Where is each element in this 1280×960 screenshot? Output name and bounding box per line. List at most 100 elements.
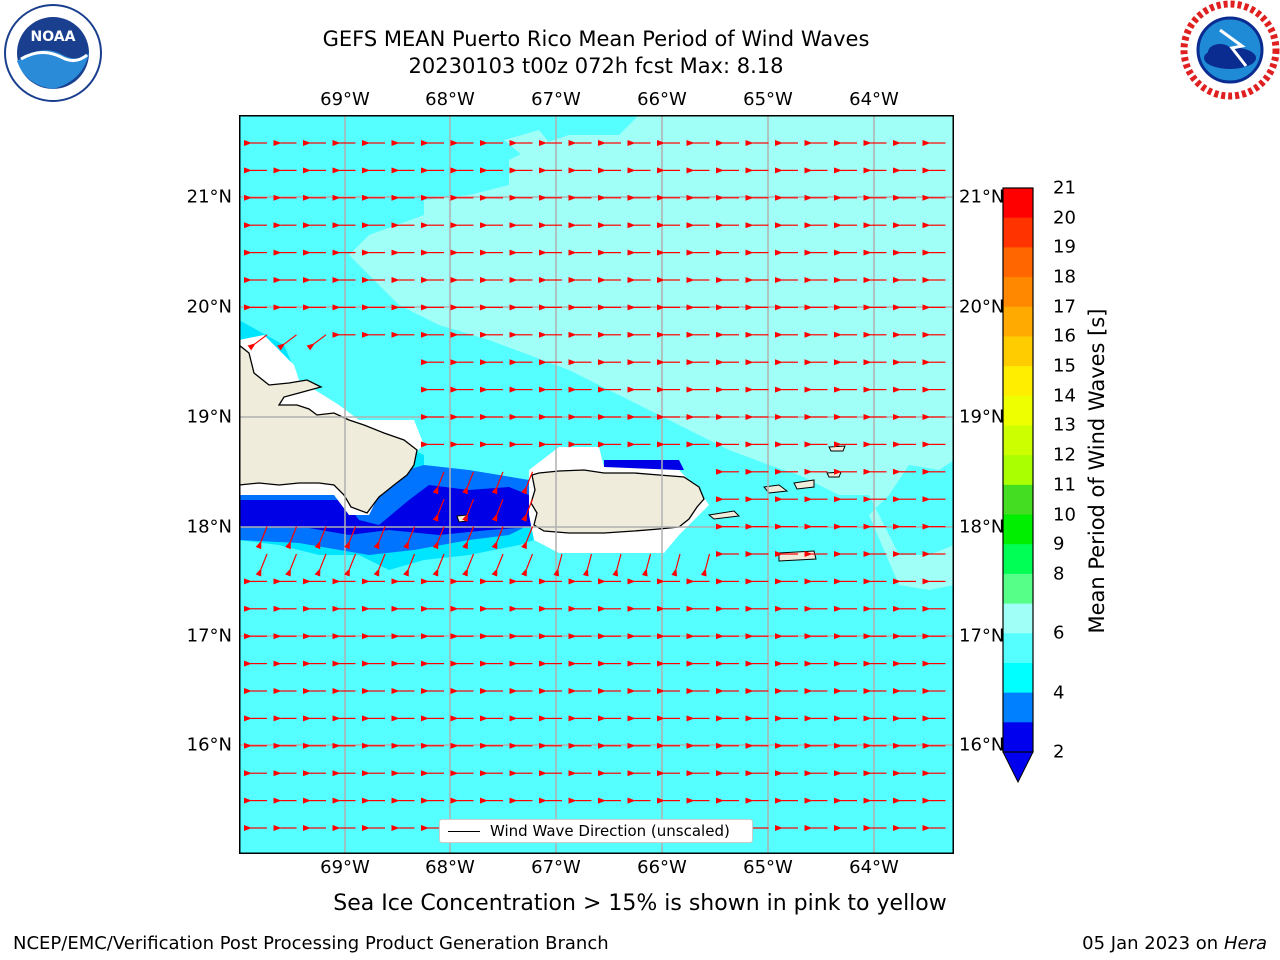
colorbar-segment: [1003, 425, 1033, 456]
colorbar-tick-label: 4: [1053, 682, 1065, 704]
colorbar-extend-triangle: [1002, 751, 1034, 784]
wave-direction-arrow: [521, 498, 534, 522]
colorbar-segment: [1003, 514, 1033, 545]
land-hispaniola: [239, 344, 418, 514]
legend-line-sample: [448, 831, 480, 832]
wave-direction-arrow: [700, 553, 711, 577]
period-field-8-9: [349, 115, 954, 590]
colorbar-segment: [1003, 217, 1033, 248]
colorbar-segment: [1003, 395, 1033, 426]
colorbar-tick-label: 11: [1053, 474, 1076, 496]
wave-direction-arrow: [491, 553, 504, 577]
footer-credit: NCEP/EMC/Verification Post Processing Pr…: [13, 933, 609, 954]
wave-period-map: [239, 115, 954, 854]
lon-label-top: 65°W: [743, 89, 793, 110]
lon-label-top: 68°W: [425, 89, 475, 110]
wave-direction-arrow: [373, 553, 386, 577]
land-puerto-rico: [530, 469, 705, 534]
wave-direction-arrow: [306, 334, 327, 351]
land-mona-island: [456, 514, 468, 523]
lat-label-left: 19°N: [186, 406, 232, 428]
period-field-8-9-b: [504, 130, 559, 165]
wave-direction-arrow: [247, 334, 268, 351]
map-frame: [239, 115, 954, 854]
lon-label-bottom: 69°W: [320, 857, 370, 878]
wave-direction-arrow: [432, 553, 445, 577]
colorbar-segment: [1003, 188, 1033, 219]
colorbar-segment: [1003, 722, 1033, 753]
wave-direction-arrow: [521, 471, 534, 495]
colorbar-segment: [1003, 633, 1033, 664]
lat-label-left: 17°N: [186, 625, 232, 647]
wave-direction-arrow: [612, 553, 622, 577]
legend-label: Wind Wave Direction (unscaled): [490, 822, 730, 840]
colorbar-tick-label: 2: [1053, 741, 1065, 763]
wind-wave-direction-arrows: [244, 140, 946, 831]
lat-label-left: 18°N: [186, 516, 232, 538]
wave-direction-arrow: [314, 553, 327, 577]
lon-label-bottom: 65°W: [743, 857, 793, 878]
wave-direction-arrow: [255, 553, 268, 577]
chart-title: GEFS MEAN Puerto Rico Mean Period of Win…: [322, 27, 870, 51]
footer-date-text: 05 Jan 2023 on: [1082, 933, 1219, 954]
colorbar-segment: [1003, 544, 1033, 575]
noaa-logo-text: NOAA: [31, 29, 76, 45]
wave-direction-arrow: [314, 526, 327, 550]
footer-machine: Hera: [1223, 933, 1267, 954]
colorbar-tick-label: 18: [1053, 266, 1076, 288]
lat-label-right: 17°N: [959, 625, 1005, 647]
colorbar-tick-label: 20: [1053, 207, 1076, 229]
wave-direction-arrow: [285, 526, 298, 550]
wave-direction-arrow: [255, 526, 268, 550]
colorbar-tick-label: 14: [1053, 385, 1076, 407]
map-legend: Wind Wave Direction (unscaled): [439, 819, 753, 843]
wave-direction-arrow: [403, 526, 416, 550]
wave-direction-arrow: [462, 498, 475, 522]
wave-direction-arrow: [277, 334, 297, 351]
colorbar-segment: [1003, 336, 1033, 367]
lon-label-bottom: 68°W: [425, 857, 475, 878]
colorbar-segment: [1003, 277, 1033, 308]
colorbar: [1002, 187, 1034, 784]
colorbar-tick-label: 19: [1053, 236, 1076, 258]
wave-direction-arrow: [491, 526, 504, 550]
footer-date: 05 Jan 2023 on Hera: [1082, 933, 1267, 954]
colorbar-tick-label: 6: [1053, 622, 1065, 644]
wave-direction-arrow: [403, 553, 416, 577]
nws-logo: [1180, 0, 1280, 104]
lat-label-right: 20°N: [959, 296, 1005, 318]
colorbar-tick-label: 8: [1053, 563, 1065, 585]
sea-ice-caption: Sea Ice Concentration > 15% is shown in …: [333, 891, 947, 916]
colorbar-tick-label: 15: [1053, 355, 1076, 377]
lat-label-right: 19°N: [959, 406, 1005, 428]
lat-label-left: 21°N: [186, 186, 232, 208]
wave-direction-arrow: [285, 553, 298, 577]
colorbar-tick-label: 10: [1053, 504, 1076, 526]
wave-direction-arrow: [344, 553, 357, 577]
land-small-islands: [763, 445, 846, 494]
lon-label-top: 69°W: [320, 89, 370, 110]
lon-label-bottom: 67°W: [531, 857, 581, 878]
colorbar-segment: [1003, 366, 1033, 397]
lat-label-left: 20°N: [186, 296, 232, 318]
wave-direction-arrow: [521, 553, 534, 577]
colorbar-tick-label: 13: [1053, 414, 1076, 436]
period-field-lt-2-b: [604, 460, 684, 470]
lon-label-bottom: 66°W: [637, 857, 687, 878]
wave-direction-arrow: [373, 526, 386, 550]
lon-label-top: 67°W: [531, 89, 581, 110]
wave-direction-arrow: [582, 553, 593, 577]
wave-direction-arrow: [432, 471, 445, 495]
colorbar-segment: [1003, 603, 1033, 634]
lat-label-right: 16°N: [959, 734, 1005, 756]
wave-direction-arrow: [432, 498, 445, 522]
colorbar-segment: [1003, 692, 1033, 723]
colorbar-tick-label: 16: [1053, 325, 1076, 347]
land-virgin-islands-b: [778, 550, 817, 562]
colorbar-frame: [1002, 187, 1034, 753]
colorbar-segment: [1003, 247, 1033, 278]
colorbar-title: Mean Period of Wind Waves [s]: [1085, 308, 1109, 634]
lon-label-top: 64°W: [849, 89, 899, 110]
period-field-lt-2: [239, 485, 531, 535]
colorbar-tick-label: 12: [1053, 444, 1076, 466]
